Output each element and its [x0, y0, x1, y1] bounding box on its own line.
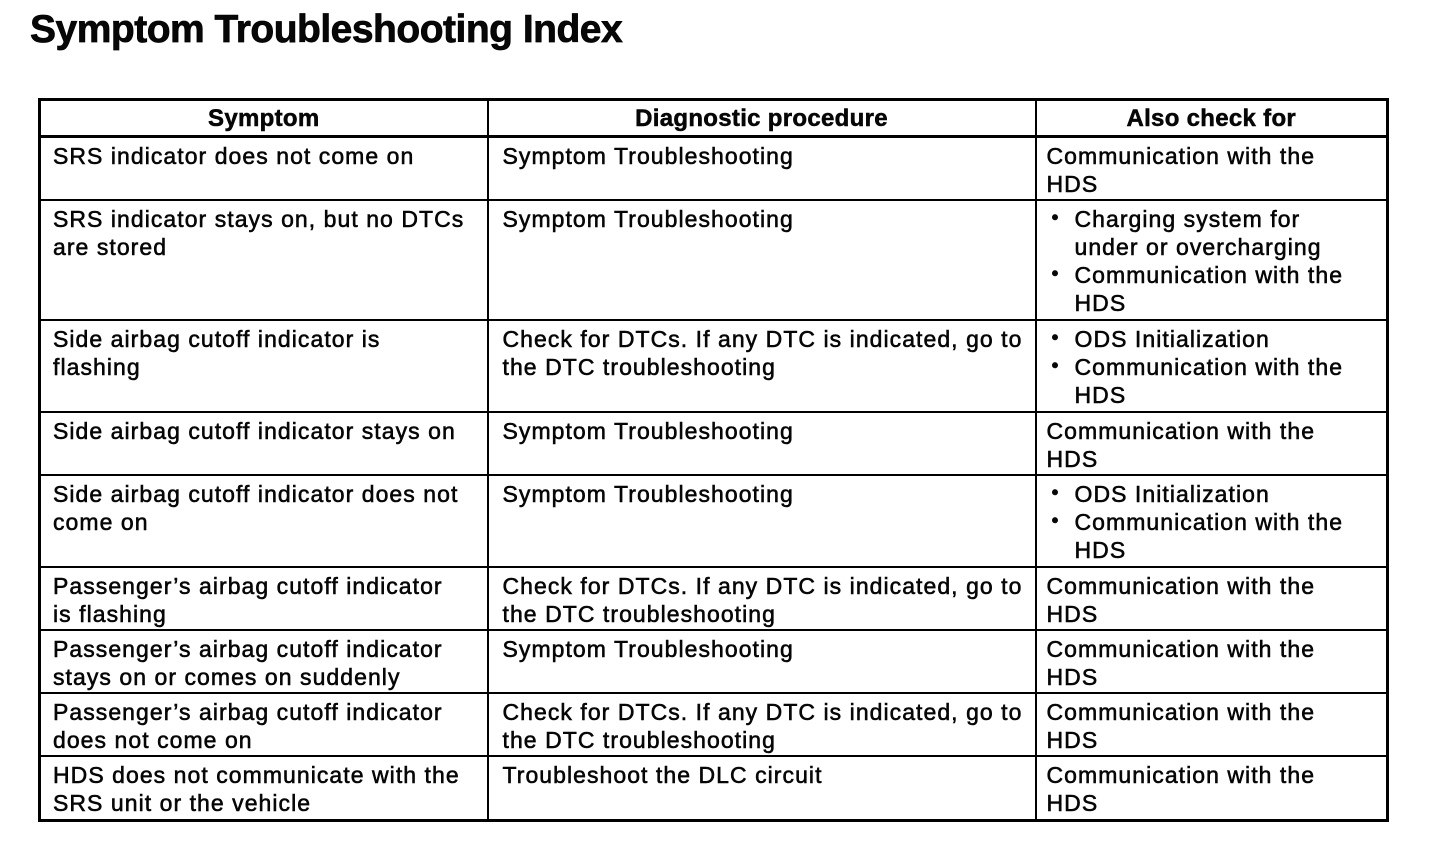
also-check-cell: Communication with the HDS [1034, 135, 1389, 201]
table-row: Passenger’s airbag cutoff indicator stay… [38, 629, 1389, 694]
also-check-cell: Communication with the HDS [1034, 692, 1389, 757]
symptom-cell: Passenger’s airbag cutoff indicator does… [38, 692, 489, 757]
col-header-also-check-for: Also check for [1034, 98, 1389, 138]
procedure-cell: Symptom Troubleshooting [486, 629, 1037, 694]
also-check-item: • ODS Initialization [1051, 326, 1270, 353]
table-row: Passenger’s airbag cutoff indicator does… [38, 692, 1389, 757]
table-row: HDS does not communicate with the SRS un… [38, 755, 1389, 821]
symptom-cell: Side airbag cutoff indicator stays on [38, 411, 489, 476]
also-check-item: • Communication with the HDS [1051, 509, 1344, 564]
bullet-icon: • [1051, 327, 1060, 350]
also-check-cell: Communication with the HDS [1034, 629, 1389, 694]
procedure-cell: Troubleshoot the DLC circuit [486, 755, 1037, 821]
symptom-cell: Passenger’s airbag cutoff indicator is f… [38, 566, 489, 631]
also-check-item: • Charging system for under or overchargi… [1051, 206, 1322, 261]
table-header-row: Symptom Diagnostic procedure Also check … [38, 98, 1389, 138]
col-header-symptom: Symptom [38, 98, 489, 138]
also-check-cell: Communication with the HDS [1034, 755, 1389, 821]
also-check-cell: • ODS Initialization • Communication with … [1034, 319, 1389, 413]
page-title: Symptom Troubleshooting Index [30, 8, 623, 52]
symptom-cell: SRS indicator does not come on [38, 135, 489, 201]
bullet-icon: • [1051, 355, 1060, 378]
procedure-cell: Symptom Troubleshooting [486, 411, 1037, 476]
also-check-list: • ODS Initialization • Communication with … [1047, 480, 1369, 564]
procedure-cell: Check for DTCs. If any DTC is indicated,… [486, 319, 1037, 413]
procedure-cell: Symptom Troubleshooting [486, 474, 1037, 568]
also-check-cell: Communication with the HDS [1034, 411, 1389, 476]
also-check-cell: • Charging system for under or overchargi… [1034, 199, 1389, 321]
table-row: SRS indicator stays on, but no DTCs are … [38, 199, 1389, 321]
also-check-item: • Communication with the HDS [1051, 262, 1344, 317]
bullet-icon: • [1051, 482, 1060, 505]
symptom-troubleshooting-table: Symptom Diagnostic procedure Also check … [38, 98, 1389, 822]
procedure-cell: Check for DTCs. If any DTC is indicated,… [486, 566, 1037, 631]
procedure-cell: Symptom Troubleshooting [486, 135, 1037, 201]
bullet-icon: • [1051, 263, 1060, 286]
col-header-diagnostic-procedure: Diagnostic procedure [486, 98, 1037, 138]
symptom-cell: Side airbag cutoff indicator does not co… [38, 474, 489, 568]
also-check-item: • Communication with the HDS [1051, 354, 1344, 409]
symptom-cell: HDS does not communicate with the SRS un… [38, 755, 489, 821]
procedure-cell: Symptom Troubleshooting [486, 199, 1037, 321]
table-row: Passenger’s airbag cutoff indicator is f… [38, 566, 1389, 631]
table-row: Side airbag cutoff indicator stays on Sy… [38, 411, 1389, 476]
also-check-cell: • ODS Initialization • Communication with … [1034, 474, 1389, 568]
table-row: SRS indicator does not come on Symptom T… [38, 135, 1389, 201]
also-check-list: • Charging system for under or overchargi… [1047, 205, 1369, 317]
also-check-list: • ODS Initialization • Communication with … [1047, 325, 1369, 409]
procedure-cell: Check for DTCs. If any DTC is indicated,… [486, 692, 1037, 757]
symptom-cell: Passenger’s airbag cutoff indicator stay… [38, 629, 489, 694]
table-row: Side airbag cutoff indicator is flashing… [38, 319, 1389, 413]
also-check-item: • ODS Initialization [1051, 481, 1270, 508]
bullet-icon: • [1051, 207, 1060, 230]
table-row: Side airbag cutoff indicator does not co… [38, 474, 1389, 568]
also-check-cell: Communication with the HDS [1034, 566, 1389, 631]
symptom-cell: Side airbag cutoff indicator is flashing [38, 319, 489, 413]
symptom-cell: SRS indicator stays on, but no DTCs are … [38, 199, 489, 321]
bullet-icon: • [1051, 510, 1060, 533]
